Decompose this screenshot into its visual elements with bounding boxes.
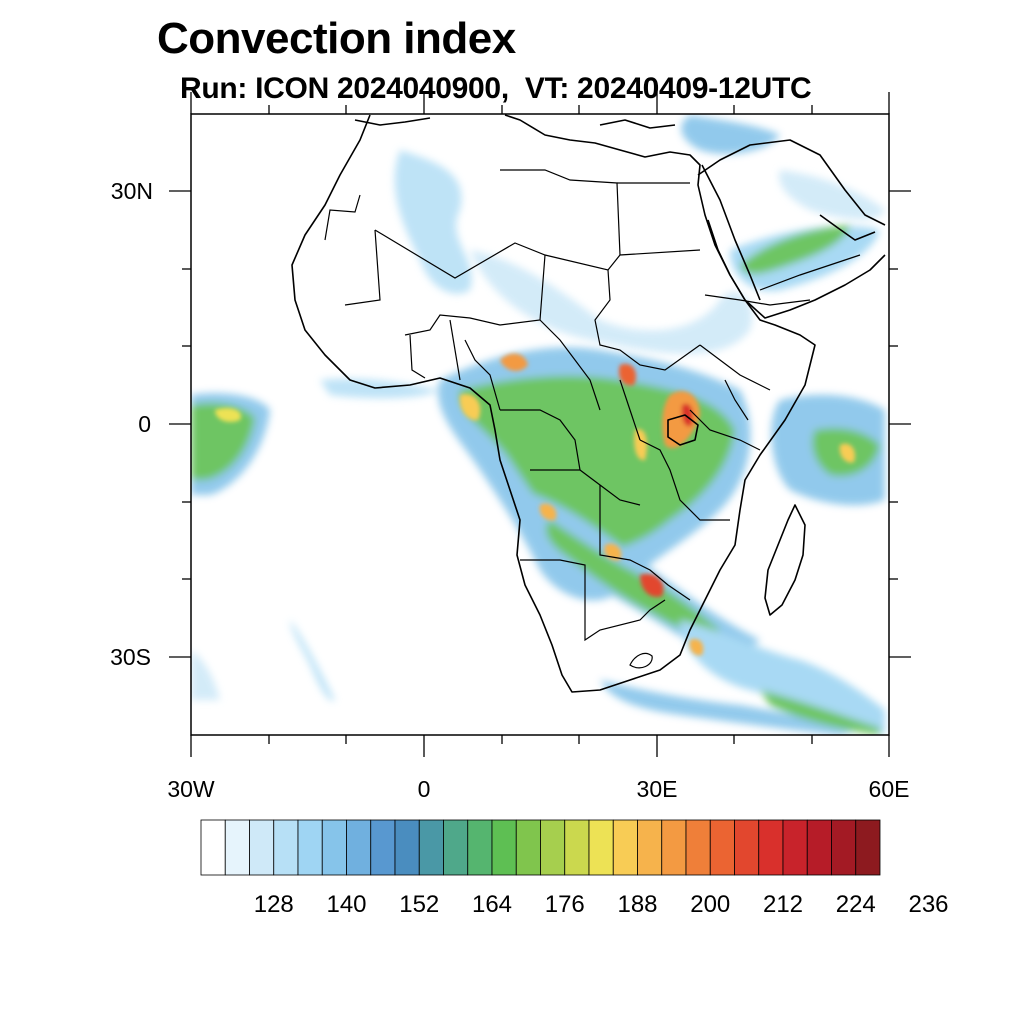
lon-label-0: 0 — [418, 776, 431, 802]
colorbar-swatch — [200, 819, 226, 876]
colorbar-swatch — [564, 819, 590, 876]
chart-subtitle: Run: ICON 2024040900, VT: 20240409-12UTC — [180, 72, 812, 105]
chart-title: Convection index — [157, 14, 516, 63]
colorbar-swatch — [370, 819, 396, 876]
colorbar-swatch — [515, 819, 541, 876]
colorbar-tick-label: 236 — [908, 891, 948, 918]
lon-label-60e: 60E — [869, 776, 910, 802]
colorbar-swatch — [612, 819, 638, 876]
colorbar-swatch — [831, 819, 857, 876]
convection-field — [191, 115, 885, 735]
colorbar-swatch — [661, 819, 687, 876]
country-borders — [324, 169, 861, 669]
colorbar-swatch — [806, 819, 832, 876]
colorbar — [200, 819, 881, 876]
axis-ticks — [169, 92, 911, 757]
colorbar-swatch — [443, 819, 469, 876]
lat-label-30n: 30N — [111, 178, 153, 204]
colorbar-tick-label: 176 — [545, 891, 585, 918]
colorbar-swatch — [855, 819, 881, 876]
colorbar-swatch — [224, 819, 250, 876]
colorbar-tick-label: 188 — [617, 891, 657, 918]
colorbar-swatch — [734, 819, 760, 876]
lat-label-0: 0 — [138, 411, 151, 437]
colorbar-swatch — [588, 819, 614, 876]
colorbar-swatch — [249, 819, 275, 876]
colorbar-swatch — [685, 819, 711, 876]
colorbar-tick-label: 212 — [763, 891, 803, 918]
colorbar-swatch — [491, 819, 517, 876]
colorbar-swatch — [346, 819, 372, 876]
colorbar-tick-label: 200 — [690, 891, 730, 918]
lon-label-30e: 30E — [637, 776, 678, 802]
colorbar-swatch — [758, 819, 784, 876]
colorbar-swatch — [467, 819, 493, 876]
colorbar-swatch — [709, 819, 735, 876]
colorbar-swatch — [418, 819, 444, 876]
colorbar-tick-label: 224 — [836, 891, 876, 918]
colorbar-swatch — [637, 819, 663, 876]
colorbar-swatch — [273, 819, 299, 876]
colorbar-swatch — [782, 819, 808, 876]
colorbar-tick-label: 164 — [472, 891, 512, 918]
colorbar-tick-label: 128 — [254, 891, 294, 918]
colorbar-swatch — [321, 819, 347, 876]
colorbar-swatch — [394, 819, 420, 876]
lon-label-30w: 30W — [167, 776, 215, 802]
colorbar-swatch — [297, 819, 323, 876]
colorbar-swatch — [540, 819, 566, 876]
lat-label-30s: 30S — [110, 644, 151, 670]
coastlines — [291, 114, 886, 693]
colorbar-tick-label: 152 — [399, 891, 439, 918]
colorbar-tick-label: 140 — [326, 891, 366, 918]
colorbar-labels: 128 140 152 164 176 188 200 212 224 236 — [254, 891, 949, 918]
